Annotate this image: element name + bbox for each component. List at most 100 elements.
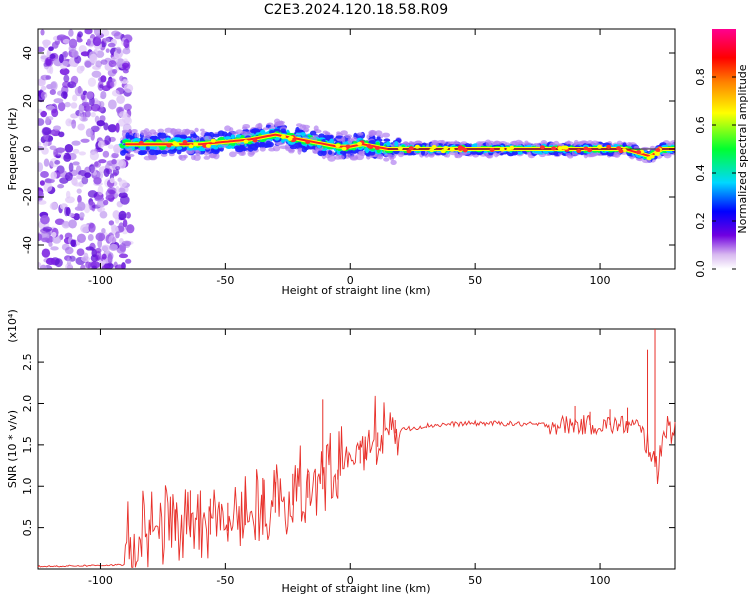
heatmap-noise-cell (103, 37, 111, 44)
heatmap-noise-cell (84, 29, 93, 35)
colorbar-tick-label: 0.6 (694, 116, 707, 134)
heatmap-peak-cell (374, 145, 380, 150)
heatmap-peak-cell (576, 148, 582, 153)
heatmap-peak-cell (341, 146, 347, 151)
heatmap-noise-cell (80, 138, 90, 143)
heatmap-band-cell (133, 149, 140, 154)
heatmap-noise-cell (70, 75, 79, 85)
snr-multiplier: (x10⁴) (6, 309, 19, 343)
heatmap-noise-cell (38, 233, 43, 241)
heatmap-noise-cell (40, 74, 50, 81)
heatmap-noise-cell (38, 162, 44, 172)
heatmap-noise-cell (68, 38, 78, 49)
spectrogram-y-label: Frequency (Hz) (6, 108, 19, 191)
heatmap-band-cell (329, 138, 334, 145)
heatmap-noise-cell (42, 127, 52, 136)
heatmap-band-cell (383, 157, 390, 162)
heatmap-band-cell (476, 142, 482, 149)
heatmap-noise-cell (102, 150, 110, 158)
heatmap-noise-cell (72, 161, 80, 166)
heatmap-noise-cell (95, 60, 103, 68)
spectrogram-x-tick-label: 0 (347, 274, 354, 287)
heatmap-band-cell (192, 133, 198, 139)
heatmap-noise-cell (38, 141, 42, 147)
heatmap-noise-cell (93, 127, 98, 132)
heatmap-noise-cell (123, 103, 132, 111)
heatmap-noise-cell (91, 265, 97, 269)
heatmap-band-cell (195, 148, 201, 156)
heatmap-band-cell (190, 154, 196, 161)
heatmap-peak-cell (506, 147, 512, 152)
heatmap-noise-cell (56, 34, 67, 40)
heatmap-band-cell (313, 125, 319, 132)
heatmap-band-cell (228, 151, 237, 158)
snr-y-label: SNR (10 * v/v) (6, 410, 19, 488)
heatmap-noise-cell (111, 158, 117, 165)
spectrogram-y-tick-label: -40 (21, 236, 34, 254)
heatmap-noise-cell (118, 210, 127, 221)
heatmap-noise-cell (99, 210, 108, 219)
heatmap-noise-cell (76, 188, 82, 194)
heatmap-band-cell (327, 155, 336, 162)
snr-x-tick-label: 100 (590, 574, 611, 587)
heatmap-noise-cell (122, 47, 131, 55)
heatmap-noise-cell (64, 196, 75, 204)
heatmap-band-cell (148, 145, 157, 150)
heatmap-noise-cell (64, 101, 71, 108)
heatmap-band-cell (223, 136, 232, 140)
heatmap-noise-cell (63, 153, 72, 162)
heatmap-noise-cell (115, 122, 120, 133)
heatmap-peak-cell (489, 148, 495, 153)
heatmap-noise-cell (87, 190, 98, 198)
heatmap-noise-cell (72, 94, 78, 102)
heatmap-noise-cell (76, 248, 85, 256)
heatmap-noise-cell (107, 69, 117, 77)
heatmap-peak-cell (291, 137, 297, 142)
heatmap-noise-cell (118, 192, 128, 199)
heatmap-peak-cell (655, 147, 661, 152)
heatmap-band-cell (318, 133, 325, 139)
heatmap-noise-cell (107, 42, 116, 48)
heatmap-band-cell (235, 134, 242, 138)
heatmap-noise-cell (38, 146, 45, 151)
snr-panel: -100 -50 0 50 100 0.5 1.0 1.5 2.0 2.5 Height of … (6, 309, 676, 595)
heatmap-band-cell (262, 127, 269, 131)
heatmap-noise-cell (88, 222, 96, 233)
heatmap-peak-cell (368, 144, 374, 149)
heatmap-peak-cell (583, 146, 589, 151)
heatmap-noise-cell (49, 89, 56, 96)
heatmap-peak-cell (408, 146, 414, 151)
heatmap-peak-cell (649, 154, 655, 159)
heatmap-noise-cell (97, 239, 103, 249)
heatmap-noise-cell (40, 85, 47, 91)
heatmap-band-cell (357, 132, 364, 136)
heatmap-band-cell (642, 159, 652, 164)
heatmap-noise-cell (101, 244, 111, 252)
heatmap-band-cell (125, 132, 130, 140)
heatmap-noise-cell (107, 99, 117, 110)
heatmap-noise-cell (68, 162, 74, 173)
heatmap-noise-cell (83, 252, 89, 261)
snr-y-ticks: 0.5 1.0 1.5 2.0 2.5 (21, 353, 675, 536)
snr-y-tick-label: 1.0 (21, 477, 34, 495)
heatmap-noise-cell (108, 60, 117, 68)
heatmap-noise-cell (84, 172, 92, 178)
heatmap-noise-cell (109, 243, 118, 251)
heatmap-peak-cell (210, 138, 216, 143)
heatmap-noise-cell (41, 237, 50, 243)
heatmap-band-cell (296, 123, 303, 127)
heatmap-band-cell (383, 153, 393, 157)
heatmap-peak-cell (138, 140, 144, 145)
heatmap-noise-cell (125, 224, 133, 231)
heatmap-band-cell (386, 141, 391, 147)
heatmap-band-cell (524, 142, 532, 146)
heatmap-noise-cell (66, 257, 72, 267)
heatmap-band-cell (288, 149, 296, 153)
heatmap-noise-cell (38, 46, 45, 53)
spectrogram-y-ticks: -40 -20 0 20 40 (21, 46, 675, 254)
heatmap-band-cell (158, 132, 167, 139)
heatmap-band-cell (176, 146, 183, 150)
heatmap-band-cell (242, 123, 251, 129)
heatmap-noise-cell (87, 77, 97, 87)
heatmap-noise-cell (115, 166, 121, 171)
